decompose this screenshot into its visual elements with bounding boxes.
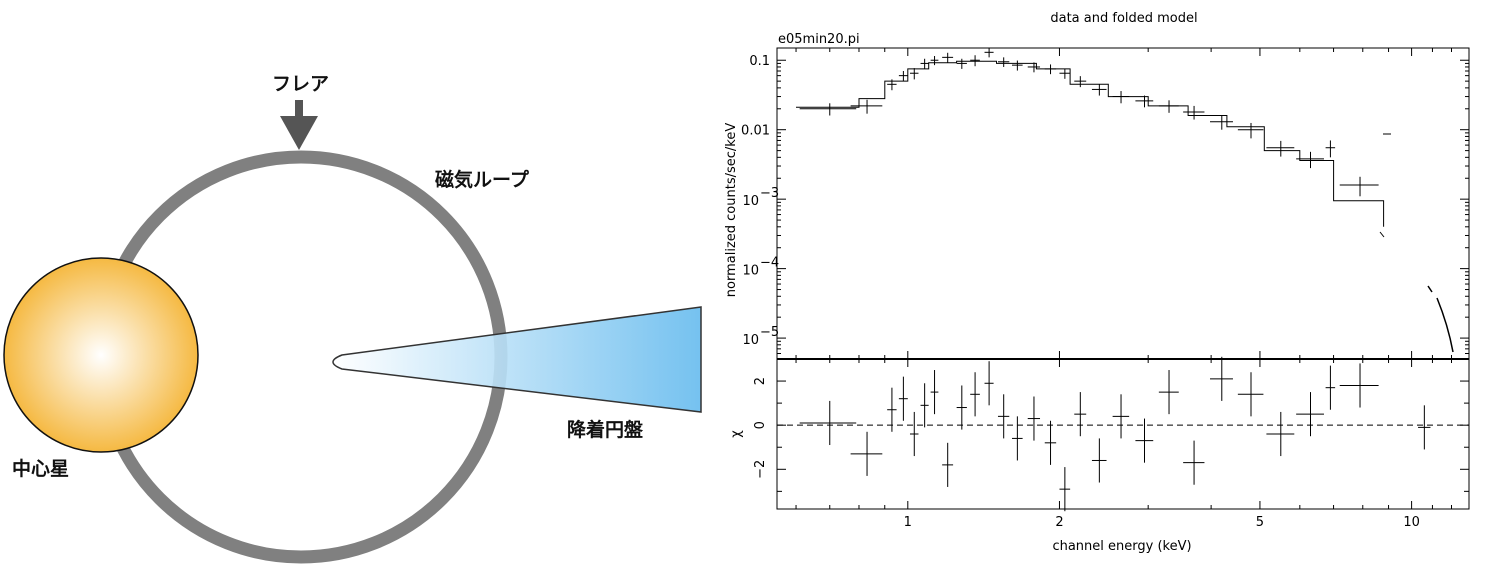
residual-point bbox=[850, 431, 883, 476]
data-point bbox=[1266, 140, 1295, 157]
spectrum-chart: data and folded model e05min20.pi 0.1 0.0… bbox=[724, 11, 1470, 554]
chart-title: data and folded model bbox=[1050, 11, 1197, 26]
disk-label: 降着円盤 bbox=[567, 418, 644, 441]
y-power-tick-exponent: −3 bbox=[760, 186, 779, 201]
data-point bbox=[930, 56, 939, 66]
accretion-disk bbox=[332, 306, 702, 413]
data-point bbox=[909, 68, 919, 80]
top-panel-frame bbox=[776, 47, 1470, 360]
residual-point bbox=[898, 376, 908, 421]
residual-point bbox=[1158, 370, 1179, 415]
data-point bbox=[1296, 151, 1324, 169]
data-point bbox=[1210, 115, 1233, 130]
flare-arrow-icon bbox=[280, 100, 318, 150]
residual-point bbox=[1012, 416, 1023, 461]
x-tick-label: 2 bbox=[1055, 515, 1063, 530]
residual-point bbox=[1044, 420, 1057, 465]
residual-point bbox=[909, 411, 919, 457]
y-power-tick-exponent: −5 bbox=[760, 325, 779, 340]
y-power-tick-base: 10 bbox=[742, 264, 759, 279]
y-power-tick-base: 10 bbox=[742, 194, 759, 209]
x-axis-label: channel energy (keV) bbox=[1052, 539, 1191, 554]
loop-label: 磁気ループ bbox=[435, 168, 530, 191]
x-tick-label: 5 bbox=[1256, 515, 1264, 530]
residual-point bbox=[1091, 438, 1107, 483]
residual-point bbox=[970, 372, 980, 417]
y-tick-label-bottom: 0 bbox=[753, 421, 768, 429]
residual-point bbox=[1135, 418, 1154, 463]
residual-point bbox=[920, 383, 929, 428]
residual-point bbox=[956, 385, 967, 430]
data-point bbox=[898, 70, 908, 82]
data-point bbox=[1059, 68, 1071, 79]
data-point bbox=[984, 48, 994, 58]
data-point bbox=[887, 79, 897, 91]
model-tail bbox=[1427, 285, 1454, 353]
x-tick-label: 10 bbox=[1403, 515, 1420, 530]
flare-label: フレア bbox=[272, 73, 329, 95]
data-point bbox=[1135, 95, 1154, 108]
residual-point bbox=[1418, 405, 1431, 450]
y-tick-label-bottom: −2 bbox=[753, 460, 768, 479]
data-point bbox=[1044, 64, 1057, 75]
data-point bbox=[920, 58, 929, 69]
data-point bbox=[1112, 91, 1130, 104]
data-point bbox=[970, 55, 980, 67]
bottom-y-axis-label: χ bbox=[729, 430, 744, 438]
residual-point bbox=[1296, 392, 1324, 437]
residual-point bbox=[1059, 467, 1071, 512]
bottom-panel-frame bbox=[776, 358, 1470, 510]
data-point bbox=[1074, 76, 1087, 88]
data-point bbox=[1158, 100, 1179, 113]
data-point bbox=[1339, 176, 1379, 197]
data-point bbox=[1091, 84, 1107, 96]
residual-point bbox=[1183, 440, 1205, 485]
y-tick-label-top: 0.01 bbox=[741, 124, 770, 139]
residual-point bbox=[930, 370, 939, 415]
flare-diagram: フレア 磁気ループ 降着円盤 中心星 bbox=[3, 73, 702, 564]
residual-point bbox=[984, 361, 994, 406]
y-tick-label-bottom: 2 bbox=[753, 377, 768, 385]
data-point bbox=[1325, 140, 1336, 158]
y-power-tick-exponent: −4 bbox=[760, 256, 779, 271]
data-point bbox=[1027, 62, 1041, 73]
residual-point bbox=[997, 394, 1010, 439]
residual-point bbox=[1074, 392, 1087, 437]
residual-point bbox=[942, 442, 954, 487]
central-star bbox=[3, 257, 199, 453]
y-tick-label-top: 0.1 bbox=[749, 54, 770, 69]
residual-point bbox=[1027, 396, 1041, 441]
star-label: 中心星 bbox=[12, 457, 69, 480]
data-point bbox=[850, 99, 883, 114]
model-step-line bbox=[796, 60, 1385, 227]
data-point bbox=[1183, 105, 1205, 120]
y-power-tick-base: 10 bbox=[742, 333, 759, 348]
data-point bbox=[1012, 60, 1023, 71]
model-drop bbox=[1379, 231, 1385, 238]
residual-point bbox=[887, 387, 897, 432]
residual-point bbox=[1237, 372, 1264, 417]
data-point bbox=[799, 103, 857, 116]
bottom-panel: 2 0 −2 χ bbox=[729, 356, 1470, 512]
data-point bbox=[942, 52, 954, 63]
x-tick-label: 1 bbox=[904, 515, 912, 530]
residual-point bbox=[1266, 411, 1295, 457]
file-label: e05min20.pi bbox=[778, 32, 860, 47]
residual-point bbox=[1210, 356, 1233, 401]
residual-point bbox=[1325, 365, 1336, 410]
residual-point bbox=[1112, 394, 1130, 439]
data-point bbox=[1237, 122, 1264, 139]
residual-point bbox=[1339, 363, 1379, 408]
top-y-axis-label: normalized counts/sec/keV bbox=[724, 123, 739, 298]
data-point bbox=[956, 58, 967, 69]
data-point bbox=[997, 57, 1010, 67]
residual-point bbox=[799, 400, 857, 446]
